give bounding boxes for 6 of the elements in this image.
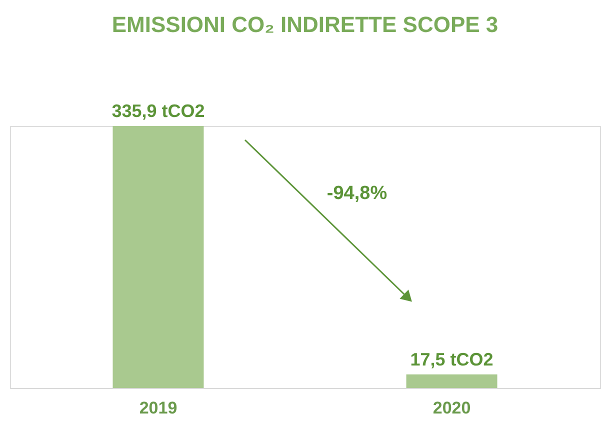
chart-title: EMISSIONI CO₂ INDIRETTE SCOPE 3 (112, 12, 498, 37)
annotation: -94,8% (326, 183, 388, 204)
data-label: 17,5 tCO2 (410, 349, 494, 370)
data-label: 335,9 tCO2 (112, 101, 205, 121)
x-tick-label: 2020 (432, 398, 471, 418)
x-tick-label: 2019 (139, 398, 178, 418)
